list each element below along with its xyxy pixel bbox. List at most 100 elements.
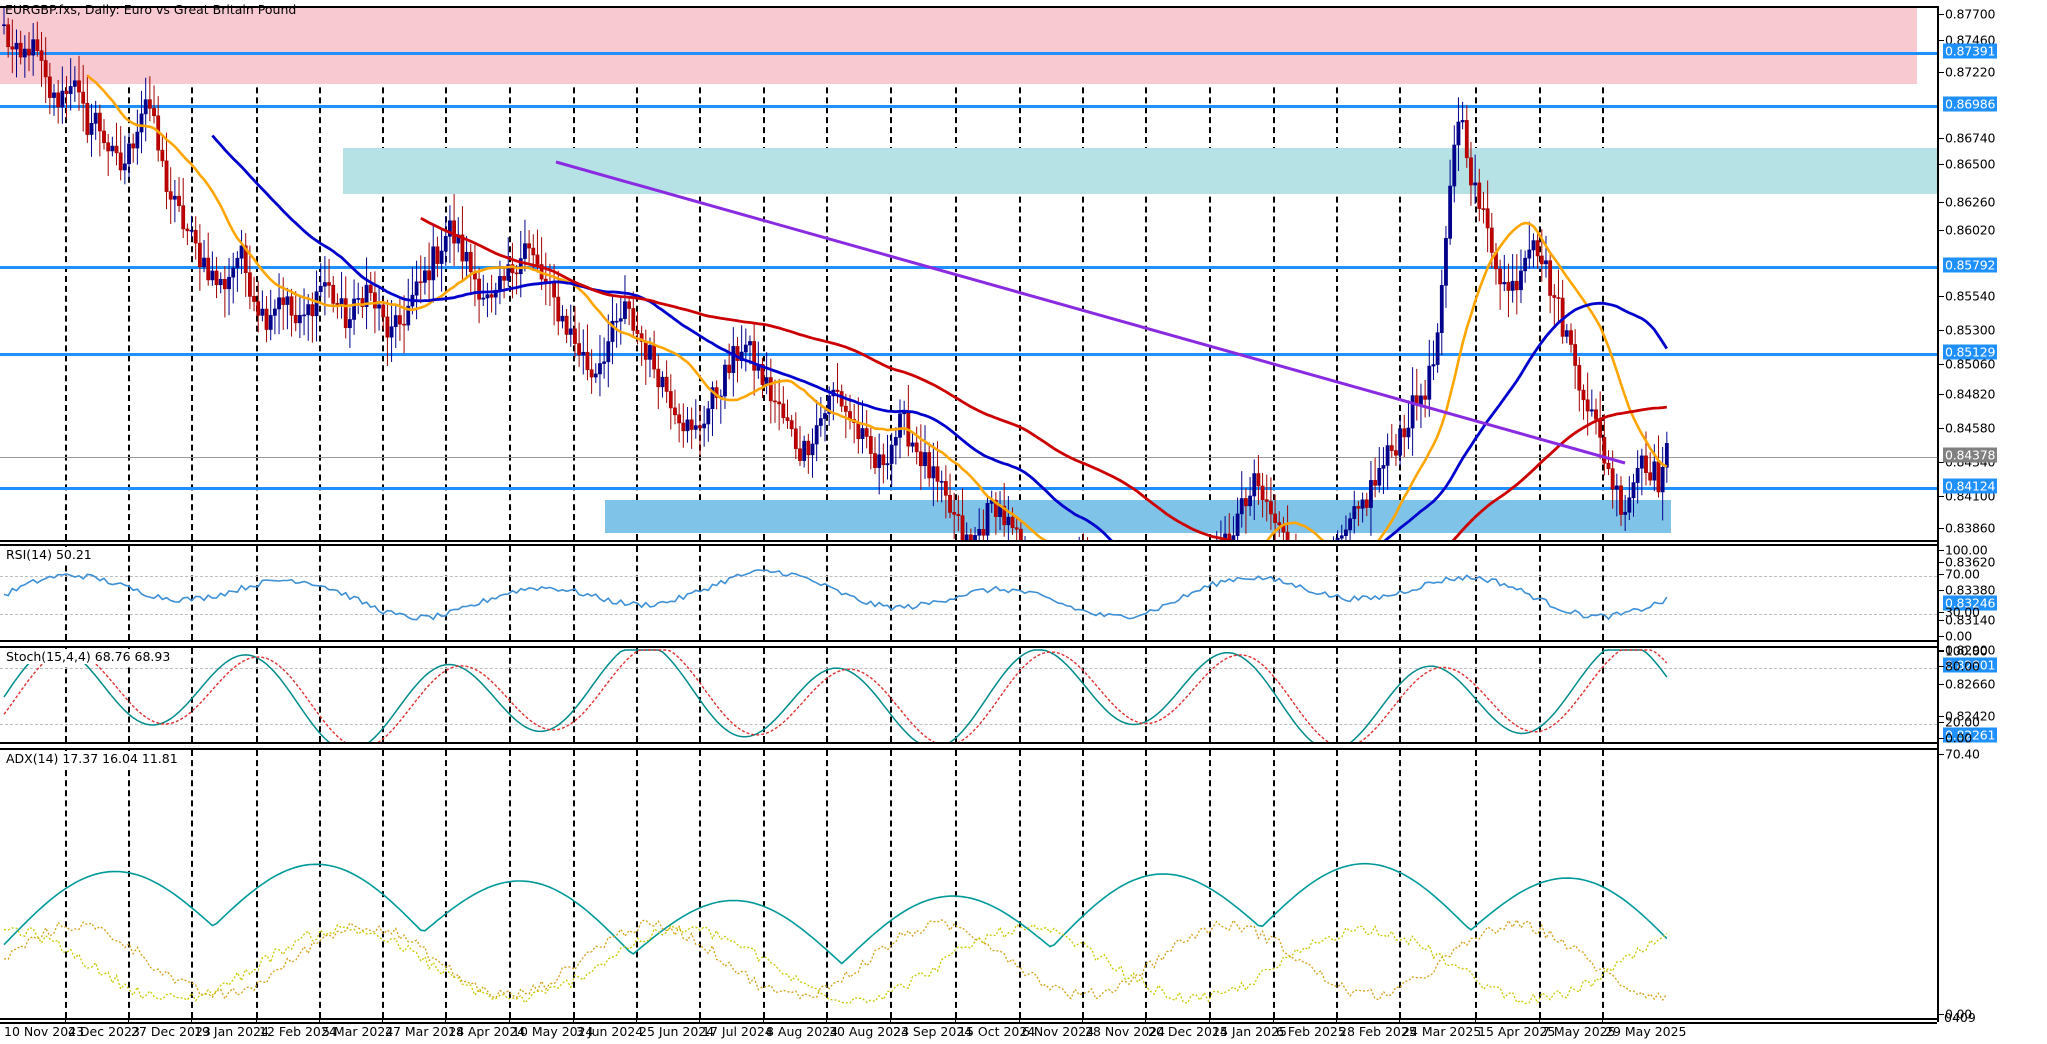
price-axis-label[interactable]: 0.86260 (1945, 194, 1996, 210)
price-axis-label[interactable]: 0.85300 (1945, 322, 1996, 338)
price-level-label-0.85129[interactable]: 0.85129 (1943, 344, 1998, 360)
indicator-axis-label[interactable]: 70.00 (1945, 566, 1980, 582)
price-axis-label[interactable]: 0.85060 (1945, 356, 1996, 372)
moving-average-50 (211, 134, 1668, 540)
time-axis-label[interactable]: 10 Nov 2023 (4, 1024, 85, 1039)
indicator-axis-label[interactable]: 0.00 (1945, 730, 1973, 746)
price-level-label-0.82261[interactable]: 0.82261 (1943, 727, 1998, 743)
price-axis-label[interactable]: 0.83140 (1945, 612, 1996, 628)
price-axis-label[interactable]: 0.87220 (1945, 64, 1996, 80)
price-axis-label[interactable]: 0.84580 (1945, 420, 1996, 436)
time-axis-label[interactable]: 24 Mar 2025 (1402, 1024, 1482, 1039)
time-axis-label[interactable]: 28 Feb 2025 (1339, 1024, 1417, 1039)
time-gridline (191, 8, 193, 540)
indicator-axis-label[interactable]: 20.00 (1945, 714, 1980, 730)
time-axis-label[interactable]: 15 Oct 2024 (958, 1024, 1036, 1039)
price-axis-label[interactable]: 0.83380 (1945, 582, 1996, 598)
time-axis-label[interactable]: 12 Feb 2024 (259, 1024, 337, 1039)
moving-average-20 (86, 74, 1668, 540)
time-gridline (636, 546, 638, 640)
price-axis-label[interactable]: 0.86740 (1945, 130, 1996, 146)
time-axis-label[interactable]: 7 May 2025 (1542, 1024, 1616, 1039)
minus-di-line (3, 923, 1668, 1005)
time-axis-tick (890, 1016, 891, 1022)
time-axis-label[interactable]: 30 Aug 2024 (829, 1024, 910, 1039)
zone-demand-zone (605, 500, 1671, 533)
indicator-axis-label[interactable]: 100.00 (1945, 542, 1988, 558)
current-price-label[interactable]: 0.84378 (1943, 447, 1998, 463)
time-axis-label[interactable]: 6 Nov 2024 (1022, 1024, 1095, 1039)
price-level-label-0.84124[interactable]: 0.84124 (1943, 478, 1998, 494)
time-gridline (128, 546, 130, 640)
time-axis-label[interactable]: 25 Jun 2024 (639, 1024, 715, 1039)
time-axis-label[interactable]: 29 May 2025 (1605, 1024, 1687, 1039)
indicator-axis-label[interactable]: 100.00 (1945, 643, 1988, 659)
stochastic-panel[interactable] (0, 646, 1939, 744)
price-level-label-0.87391[interactable]: 0.87391 (1943, 43, 1998, 59)
time-gridline (1145, 750, 1147, 1018)
time-gridline (382, 8, 384, 540)
price-axis-label[interactable]: 0.84820 (1945, 386, 1996, 402)
time-axis-labels[interactable]: 10 Nov 2023 4 Dec 2023 27 Dec 2023 19 Jan 2… (0, 1016, 1937, 1044)
price-axis-tick (1937, 202, 1944, 203)
time-axis-label[interactable]: 20 Dec 2024 (1148, 1024, 1228, 1039)
price-axis-label[interactable]: 0.82900 (1945, 642, 1996, 658)
price-level-label-0.85792[interactable]: 0.85792 (1943, 257, 1998, 273)
descending-trendline[interactable] (555, 160, 1626, 465)
price-axis-label[interactable]: 0.82420 (1945, 708, 1996, 724)
price-level-label-0.83246[interactable]: 0.83246 (1943, 595, 1998, 611)
price-axis-label[interactable]: 0.87700 (1945, 6, 1996, 22)
price-axis-label[interactable]: 0.83860 (1945, 520, 1996, 536)
adx-panel[interactable] (0, 748, 1939, 1020)
time-axis-label[interactable]: 23 Sep 2024 (893, 1024, 973, 1039)
time-axis-label[interactable]: 10 May 2024 (512, 1024, 594, 1039)
time-axis-label[interactable]: 18 Apr 2024 (448, 1024, 526, 1039)
price-axis-label[interactable]: 0.83620 (1945, 554, 1996, 570)
price-level-label-0.82801[interactable]: 0.82801 (1943, 657, 1998, 673)
level-line-0.84124[interactable] (0, 487, 1937, 490)
price-axis-label[interactable]: 0.86020 (1945, 222, 1996, 238)
time-axis-label[interactable]: 15 Apr 2025 (1478, 1024, 1556, 1039)
time-gridline (763, 8, 765, 540)
indicator-axis-label[interactable]: 0.00 (1945, 1006, 1973, 1022)
time-axis-label[interactable]: 27 Dec 2023 (131, 1024, 211, 1039)
time-axis-label[interactable]: 19 Jan 2024 (194, 1024, 269, 1039)
indicator-axis-label[interactable]: 70.40 (1945, 746, 1980, 762)
level-line-0.85792[interactable] (0, 266, 1937, 269)
time-axis-label[interactable]: 28 Nov 2024 (1085, 1024, 1166, 1039)
time-axis-tick (319, 1016, 320, 1022)
level-line-0.86986[interactable] (0, 105, 1937, 108)
time-axis-label[interactable]: 8 Aug 2024 (766, 1024, 839, 1039)
price-axis-label[interactable]: 0.82660 (1945, 676, 1996, 692)
time-gridline (1209, 648, 1211, 742)
rsi-panel[interactable] (0, 544, 1939, 642)
time-axis-label[interactable]: 3 Jun 2024 (576, 1024, 644, 1039)
time-gridline (1019, 8, 1021, 540)
indicator-axis-label[interactable]: 80.00 (1945, 658, 1980, 674)
time-axis-label[interactable]: 15 Jan 2025 (1212, 1024, 1287, 1039)
time-gridline (1019, 648, 1021, 742)
time-axis-tick (1273, 1016, 1274, 1022)
level-line-0.85129[interactable] (0, 353, 1937, 356)
time-gridline (573, 750, 575, 1018)
zone-resistance-zone-top (0, 8, 1917, 84)
level-line-0.87391[interactable] (0, 52, 1937, 55)
time-axis-label[interactable]: 27 Mar 2024 (385, 1024, 465, 1039)
time-gridline (1145, 546, 1147, 640)
time-gridline (955, 750, 957, 1018)
time-axis-tick (1539, 1016, 1540, 1022)
time-axis-label[interactable]: 4 Dec 2023 (68, 1024, 140, 1039)
time-axis-label[interactable]: 6 Feb 2025 (1276, 1024, 1346, 1039)
indicator-axis-tick (1937, 550, 1944, 551)
time-axis-label[interactable]: 17 Jul 2024 (702, 1024, 773, 1039)
indicator-axis-label[interactable]: 0.00 (1945, 628, 1973, 644)
time-gridline (445, 546, 447, 640)
indicator-axis-label[interactable]: 30.00 (1945, 604, 1980, 620)
time-gridline (445, 750, 447, 1018)
time-axis-label[interactable]: 5 Mar 2024 (322, 1024, 394, 1039)
price-axis-label[interactable]: 0.85540 (1945, 288, 1996, 304)
price-panel[interactable] (0, 6, 1939, 542)
price-level-label-0.86986[interactable]: 0.86986 (1943, 96, 1998, 112)
price-axis-label[interactable]: 0.86500 (1945, 156, 1996, 172)
